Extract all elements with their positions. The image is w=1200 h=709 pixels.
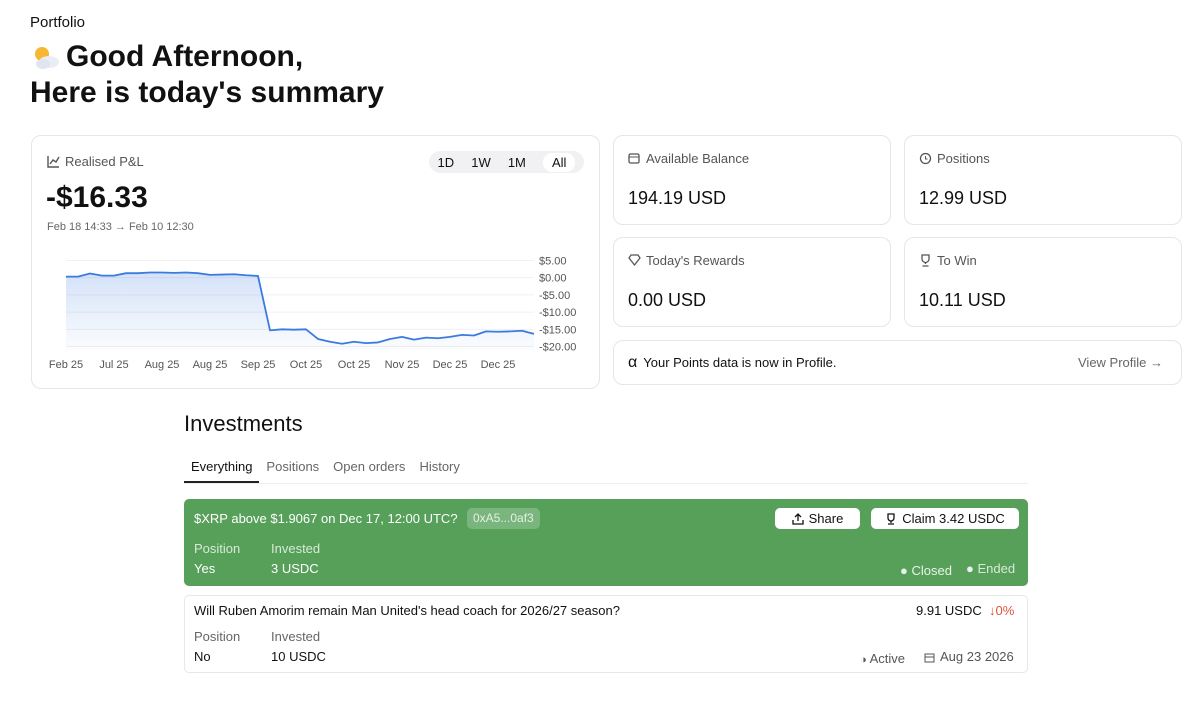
period[interactable]: 1D [437,154,455,170]
x-tick-label: Dec 25 [433,359,468,371]
invested-label: Invested [271,541,321,556]
stat-card [904,237,1182,327]
investments-title: Investments [184,411,303,436]
tabs: Everything Positions Open orders History [184,456,1028,484]
date-text: Aug 23 2026 [940,649,1014,664]
stat-label-text: Available Balance [646,151,750,166]
stat-value: 10.11 USD [919,290,1006,310]
notice-message: Your Points data is now in Profile. [643,355,837,370]
line [66,271,535,345]
invested-label: Invested [271,629,321,644]
position-label: Position [194,629,241,644]
greeting: Good Afternoon, [66,40,304,73]
stat-icon [919,152,932,165]
period[interactable]: All [542,152,576,172]
tab[interactable]: Positions [266,459,320,474]
stat-label: To Win [919,253,977,268]
stat-value: 12.99 USD [919,188,1008,208]
stat-label: Today's Rewards [628,253,745,268]
alpha-icon: α [628,354,638,371]
pnl-value: -$16.33 [46,181,148,214]
chart: $5.00 $0.00 -$5.00 -$10.00 -$15.00 -$20.00 Feb… [49,255,576,371]
x-tick-label: Feb 25 [49,359,83,371]
share-text: Share [808,511,844,526]
x-tick-label: Sep 25 [241,359,276,371]
stat-label-text: To Win [937,253,977,268]
pnl-label: Realised P&L [47,154,144,169]
stat-icon [628,153,640,164]
invested: 3 USDC [271,561,319,576]
item-title[interactable]: Will Ruben Amorim remain Man United's he… [194,603,620,618]
stat-card [904,135,1182,225]
y-tick-label: -$10.00 [539,307,576,319]
tab[interactable]: Open orders [333,459,406,474]
breadcrumb: Portfolio [30,14,86,31]
pnl-label-text: Realised P&L [65,154,144,169]
tab[interactable]: History [419,459,460,474]
trophy-icon [887,513,895,525]
status: ◑ Active [860,651,905,666]
y-tick-label: $0.00 [539,273,567,285]
y-tick-label: -$15.00 [539,324,576,336]
stat-label-text: Positions [937,151,990,166]
item-value: 9.91 USDC [916,603,982,618]
period-switch: 1D 1W 1M All [429,151,584,173]
x-tick-label: Aug 25 [193,359,228,371]
status2-text: Ended [977,561,1016,576]
stat-card [613,135,891,225]
item-change: ↓0% [989,603,1015,618]
subtitle: Here is today's summary [30,76,384,109]
investment-card [184,595,1028,673]
item-title[interactable]: $XRP above $1.9067 on Dec 17, 12:00 UTC? [194,511,458,526]
y-tick-label: -$20.00 [539,342,576,354]
tab[interactable]: Everything [184,456,260,483]
x-tick-label: Nov 25 [385,359,420,371]
position: No [194,649,211,664]
stat-icon [628,254,641,267]
x-tick-label: Oct 25 [290,359,322,371]
share-button[interactable]: Share [775,508,860,529]
invested: 10 USDC [271,649,326,664]
position-label: Position [194,541,241,556]
stat-label: Available Balance [628,151,749,166]
status-text: Closed [911,563,952,578]
share-icon [791,513,804,525]
claim-button[interactable]: Claim 3.42 USDC [871,508,1019,529]
status: ● Closed [900,563,952,578]
claim-text: Claim 3.42 USDC [902,511,1005,526]
stat-value: 0.00 USD [628,290,707,310]
stat-card [613,237,891,327]
period[interactable]: 1M [507,154,526,170]
y-tick-label: -$5.00 [539,290,570,302]
status-text: Active [869,651,905,666]
position: Yes [194,561,216,576]
stat-value: 194.19 USD [628,188,727,208]
period[interactable]: 1W [471,154,491,170]
stat-label: Positions [919,151,990,166]
notice-text: α Your Points data is now in Profile. [628,354,836,372]
tag-text: 0xA5...0af3 [473,511,534,525]
stat-icon [921,254,930,267]
date: Aug 23 2026 [924,649,1014,664]
chart-icon [47,156,60,168]
item-tag[interactable]: 0xA5...0af3 [467,508,540,529]
x-tick-label: Oct 25 [338,359,370,371]
stat-label-text: Today's Rewards [646,253,745,268]
x-tick-label: Dec 25 [481,359,516,371]
notice [613,340,1182,385]
pnl-range: Feb 18 14:33 → Feb 10 12:30 [47,221,194,233]
weather-icon [35,47,59,69]
status2: ● Ended [966,561,1016,576]
view-profile-link[interactable]: View Profile → [1078,355,1164,370]
area [66,272,534,350]
x-tick-label: Jul 25 [99,359,128,371]
y-tick-label: $5.00 [539,255,567,267]
x-tick-label: Aug 25 [145,359,180,371]
calendar-icon [924,653,935,663]
